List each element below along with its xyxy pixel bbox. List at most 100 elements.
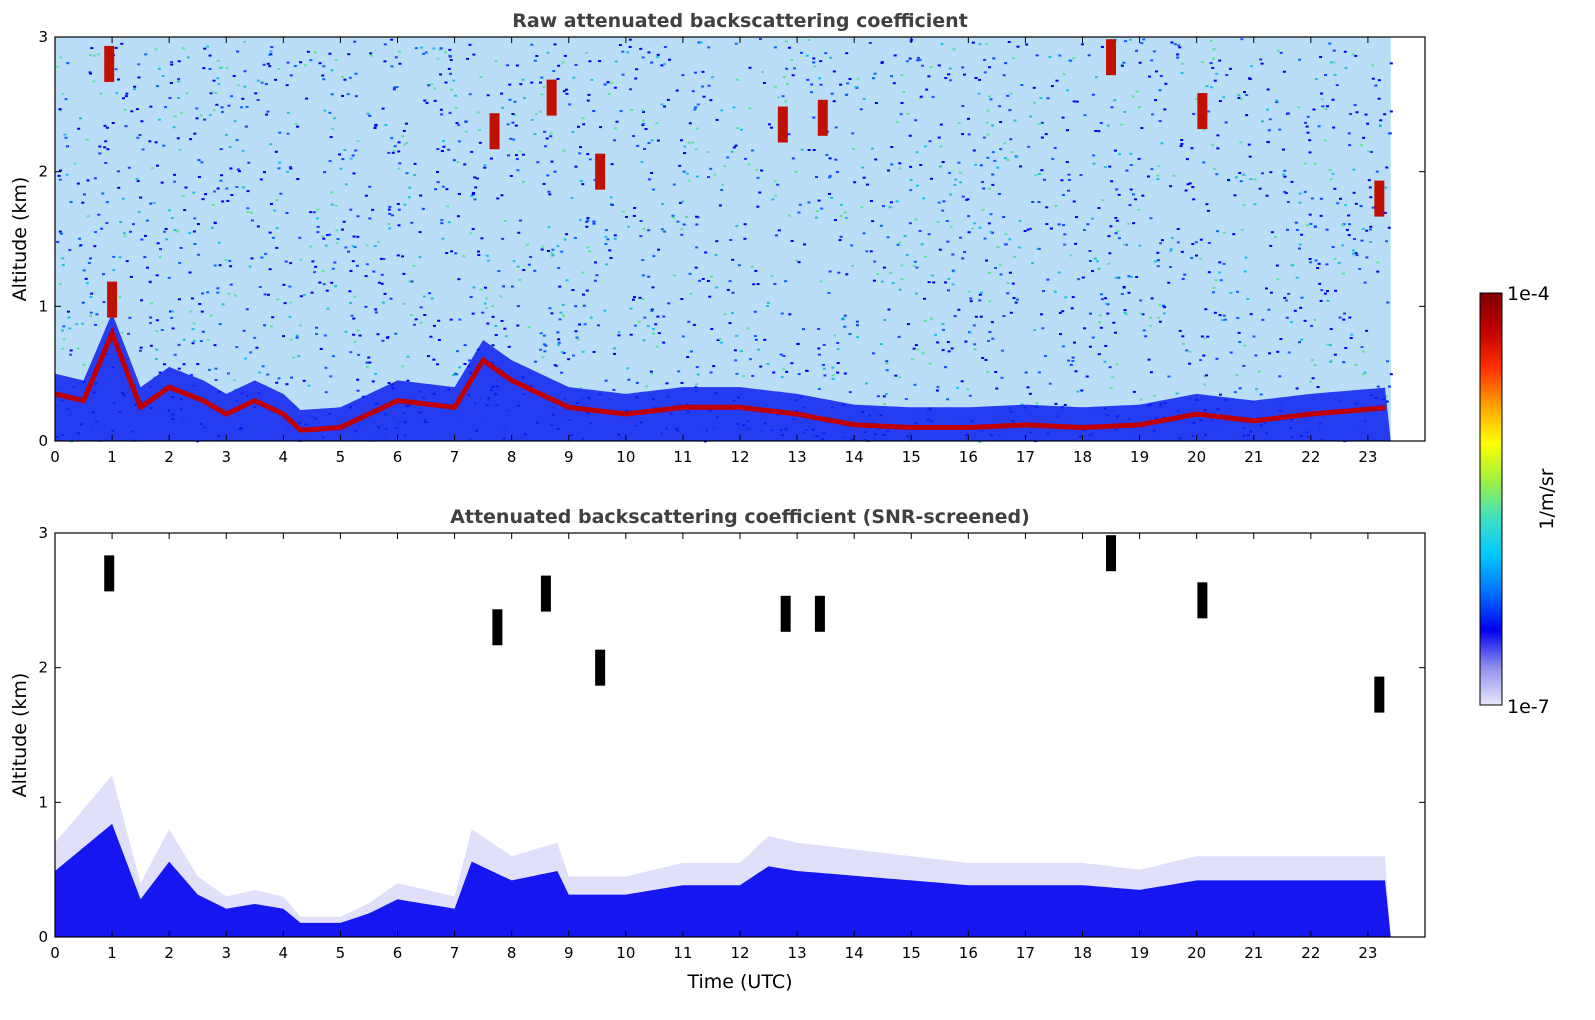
noise-pixel: [1245, 94, 1249, 97]
noise-pixel: [1368, 228, 1372, 231]
noise-pixel: [1194, 98, 1198, 101]
noise-pixel: [937, 136, 941, 139]
noise-pixel: [267, 293, 271, 296]
noise-pixel: [1309, 380, 1313, 383]
noise-pixel: [908, 57, 912, 60]
noise-pixel: [1015, 156, 1019, 159]
noise-pixel: [277, 167, 281, 170]
noise-pixel: [463, 163, 467, 166]
noise-pixel: [156, 242, 160, 245]
noise-pixel: [525, 243, 529, 246]
noise-pixel: [457, 278, 461, 281]
noise-pixel: [644, 385, 648, 388]
noise-pixel: [521, 180, 525, 183]
noise-pixel: [225, 133, 229, 136]
noise-pixel: [295, 334, 299, 337]
noise-pixel: [243, 40, 247, 43]
noise-pixel: [1192, 113, 1196, 116]
noise-pixel: [1240, 228, 1244, 231]
noise-pixel: [865, 183, 869, 186]
noise-pixel: [627, 225, 631, 228]
noise-pixel: [160, 181, 164, 184]
noise-pixel: [1205, 203, 1209, 206]
noise-pixel: [984, 358, 988, 361]
noise-pixel: [1385, 166, 1389, 169]
noise-pixel: [656, 56, 660, 59]
noise-pixel: [795, 259, 799, 262]
noise-pixel: [1351, 249, 1355, 252]
noise-pixel: [183, 209, 187, 212]
noise-pixel: [344, 330, 348, 333]
noise-pixel: [767, 123, 771, 126]
noise-pixel: [978, 293, 982, 296]
noise-pixel: [148, 280, 152, 283]
noise-pixel: [1104, 344, 1108, 347]
noise-pixel: [966, 388, 970, 391]
noise-pixel: [494, 60, 498, 63]
noise-pixel: [652, 255, 656, 258]
noise-pixel: [1311, 377, 1315, 380]
noise-pixel: [319, 347, 323, 350]
noise-pixel: [844, 94, 848, 97]
noise-pixel: [201, 330, 205, 333]
noise-pixel: [1080, 43, 1084, 46]
noise-pixel: [352, 172, 356, 175]
noise-pixel: [157, 118, 161, 121]
noise-pixel: [908, 134, 912, 137]
noise-pixel: [946, 398, 950, 401]
x-tick-label: 17: [1016, 448, 1035, 466]
noise-pixel: [1281, 148, 1285, 151]
noise-pixel: [302, 379, 306, 382]
noise-pixel: [1376, 385, 1380, 388]
noise-pixel: [1179, 145, 1183, 148]
noise-pixel: [981, 357, 985, 360]
noise-pixel: [1329, 359, 1333, 362]
x-tick-label: 5: [336, 944, 346, 962]
noise-pixel: [1319, 197, 1323, 200]
noise-pixel: [1154, 99, 1158, 102]
noise-pixel: [787, 133, 791, 136]
noise-pixel: [974, 77, 978, 80]
noise-pixel: [533, 269, 537, 272]
noise-pixel: [964, 340, 968, 343]
noise-pixel: [663, 105, 667, 108]
noise-pixel: [188, 271, 192, 274]
noise-pixel: [1027, 145, 1031, 148]
noise-pixel: [1351, 252, 1355, 255]
noise-pixel: [966, 198, 970, 201]
noise-pixel: [641, 110, 645, 113]
noise-pixel: [553, 364, 557, 367]
noise-pixel: [646, 325, 650, 328]
noise-pixel: [114, 46, 118, 49]
noise-pixel: [695, 366, 699, 369]
noise-pixel: [1237, 96, 1241, 99]
noise-pixel: [151, 167, 155, 170]
noise-pixel: [445, 188, 449, 191]
noise-pixel: [812, 149, 816, 152]
noise-pixel: [1313, 364, 1317, 367]
noise-pixel: [264, 252, 268, 255]
noise-pixel: [695, 246, 699, 249]
noise-pixel: [1144, 335, 1148, 338]
noise-pixel: [1347, 234, 1351, 237]
noise-pixel: [983, 237, 987, 240]
noise-pixel: [1120, 292, 1124, 295]
noise-pixel: [668, 58, 672, 61]
noise-pixel: [968, 331, 972, 334]
noise-pixel: [809, 91, 813, 94]
noise-pixel: [373, 245, 377, 248]
noise-pixel: [815, 210, 819, 213]
noise-pixel: [759, 365, 763, 368]
noise-pixel: [973, 222, 977, 225]
noise-pixel: [402, 272, 406, 275]
noise-pixel: [1185, 158, 1189, 161]
noise-pixel: [1345, 228, 1349, 231]
noise-pixel: [405, 172, 409, 175]
noise-pixel: [1091, 336, 1095, 339]
noise-pixel: [621, 210, 625, 213]
noise-pixel: [1002, 215, 1006, 218]
noise-pixel: [282, 335, 286, 338]
noise-pixel: [1108, 165, 1112, 168]
noise-pixel: [1069, 363, 1073, 366]
noise-pixel: [1198, 257, 1202, 260]
